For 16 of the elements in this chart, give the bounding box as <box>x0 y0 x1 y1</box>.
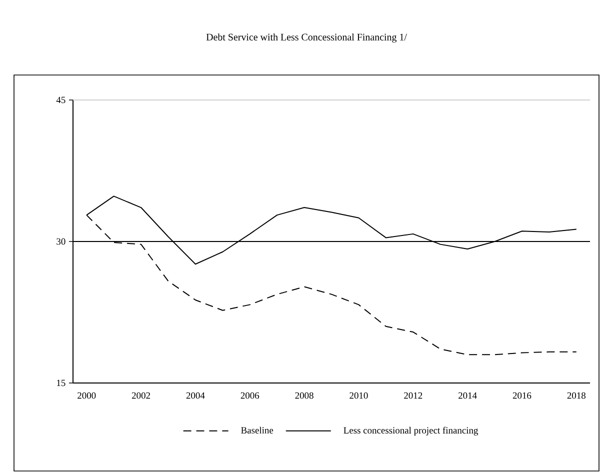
y-tick-label: 45 <box>56 96 66 104</box>
y-tick-label: 15 <box>57 380 66 386</box>
chart-title: Debt Service with Less Concessional Financing 1/ <box>206 33 407 43</box>
x-tick-label: 2014 <box>458 392 477 399</box>
y-tick-label: 30 <box>56 238 66 245</box>
x-tick-label: 2000 <box>78 392 96 399</box>
x-tick-label: 2006 <box>240 392 260 399</box>
x-tick-label: 2002 <box>132 392 150 399</box>
x-tick-label: 2010 <box>350 392 368 399</box>
legend-label: Baseline <box>241 426 274 434</box>
x-tick-label: 2008 <box>295 392 314 399</box>
legend-label: Less concessional project financing <box>344 426 478 436</box>
x-tick-label: 2018 <box>567 392 586 399</box>
x-tick-label: 2004 <box>186 392 205 399</box>
x-tick-label: 2012 <box>404 392 422 399</box>
x-tick-label: 2016 <box>512 392 532 399</box>
